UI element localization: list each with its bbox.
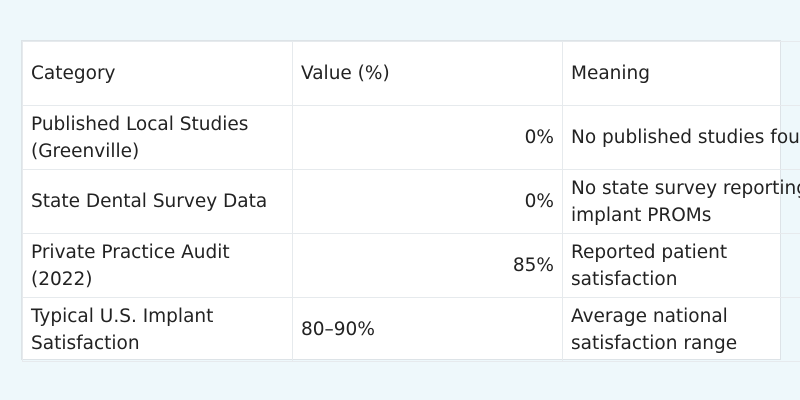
table-header-row: Category Value (%) Meaning: [22, 41, 800, 106]
header-category: Category: [22, 41, 293, 106]
table-row: Typical U.S. Implant Satisfaction 80–90%…: [22, 297, 800, 362]
table-row: Published Local Studies (Greenville) 0% …: [22, 105, 800, 170]
cell-category: Typical U.S. Implant Satisfaction: [22, 297, 293, 362]
cell-meaning: No published studies found: [562, 105, 800, 170]
cell-value: 0%: [292, 169, 563, 234]
cell-meaning: Reported patient satisfaction: [562, 233, 800, 298]
cell-category: Published Local Studies (Greenville): [22, 105, 293, 170]
table-row: State Dental Survey Data 0% No state sur…: [22, 169, 800, 234]
header-value: Value (%): [292, 41, 563, 106]
data-table-container: Category Value (%) Meaning Published Loc…: [21, 40, 800, 362]
implant-satisfaction-table: Category Value (%) Meaning Published Loc…: [22, 41, 800, 362]
cell-value: 0%: [292, 105, 563, 170]
cell-value: 80–90%: [292, 297, 563, 362]
table-row: Private Practice Audit (2022) 85% Report…: [22, 233, 800, 298]
cell-value: 85%: [292, 233, 563, 298]
header-meaning: Meaning: [562, 41, 800, 106]
cell-meaning: No state survey reporting implant PROMs: [562, 169, 800, 234]
cell-category: State Dental Survey Data: [22, 169, 293, 234]
cell-meaning: Average national satisfaction range: [562, 297, 800, 362]
cell-category: Private Practice Audit (2022): [22, 233, 293, 298]
